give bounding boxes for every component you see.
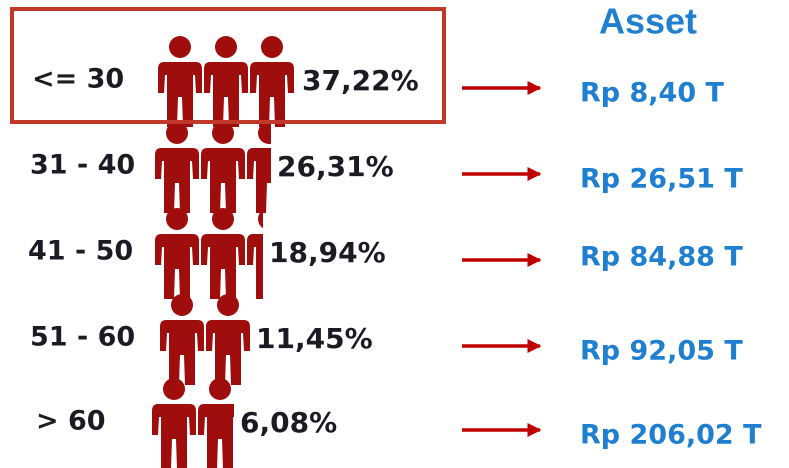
person-group — [155, 122, 271, 213]
person-head — [166, 122, 188, 144]
person-body — [160, 320, 204, 385]
age-label: > 60 — [36, 406, 106, 437]
person-body — [155, 148, 199, 213]
person-body — [206, 320, 250, 385]
person-body — [198, 404, 234, 468]
age-label: 31 - 40 — [30, 150, 135, 181]
share-label: 26,31% — [277, 150, 394, 183]
asset-label: Rp 92,05 T — [580, 336, 743, 367]
person-head — [217, 294, 239, 316]
person-head — [171, 294, 193, 316]
asset-label: Rp 8,40 T — [580, 78, 725, 109]
share-label: 37,22% — [302, 64, 419, 97]
age-label: <= 30 — [32, 64, 124, 95]
person-head — [261, 36, 283, 58]
age-label: 51 - 60 — [30, 322, 135, 353]
icons — [152, 36, 294, 468]
person-body — [152, 404, 196, 468]
share-label: 11,45% — [256, 322, 373, 355]
person-head — [169, 36, 191, 58]
person-body — [155, 234, 199, 299]
asset-label: Rp 26,51 T — [580, 164, 743, 195]
person-body — [204, 62, 248, 127]
person-head — [258, 209, 263, 229]
asset-label: Rp 206,02 T — [580, 420, 762, 451]
share-label: 18,94% — [269, 236, 386, 269]
person-body — [201, 234, 245, 299]
person-group — [152, 378, 277, 468]
person-head — [263, 294, 285, 316]
person-head — [215, 36, 237, 58]
person-head — [166, 208, 188, 230]
person-body — [247, 148, 271, 213]
person-head — [209, 378, 231, 400]
person-head — [163, 378, 185, 400]
person-group — [158, 36, 294, 127]
person-group — [155, 208, 263, 299]
person-head — [212, 122, 234, 144]
rows: <= 30 37,22% Rp 8,40 T 31 - 40 26,31% Rp 26,5… — [28, 64, 762, 451]
person-body — [250, 62, 294, 127]
person-body — [247, 234, 263, 299]
share-label: 6,08% — [240, 406, 337, 439]
person-head — [212, 208, 234, 230]
asset-label: Rp 84,88 T — [580, 242, 743, 273]
person-head — [255, 378, 277, 400]
highlight-box — [10, 7, 446, 124]
person-group — [160, 294, 285, 385]
person-head — [258, 122, 271, 144]
title: Asset — [599, 1, 697, 42]
person-body — [201, 148, 245, 213]
person-body — [158, 62, 202, 127]
age-label: 41 - 50 — [28, 236, 133, 267]
